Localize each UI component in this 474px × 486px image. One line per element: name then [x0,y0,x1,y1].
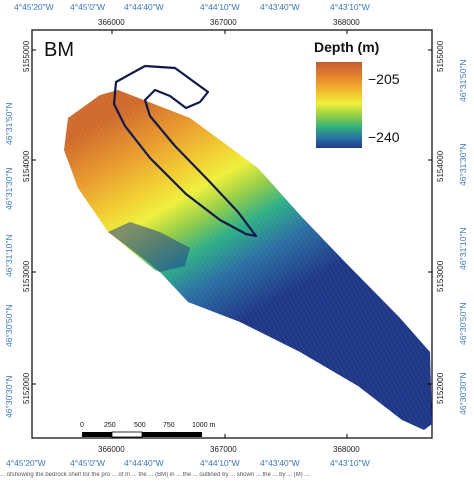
northing-label-right: 5155000 [436,40,445,72]
feature-outline [112,64,258,238]
legend-colorbar [316,62,362,148]
northing-label-right: 5153000 [436,260,445,292]
scale-label: 1000 m [192,422,216,429]
easting-label-top: 368000 [333,18,360,27]
lat-label-left: 46°30'30"N [4,375,14,418]
easting-label-top: 367000 [210,18,237,27]
lon-label-top: 4°45'20"W [14,2,54,12]
scale-label: 0 [80,422,84,429]
lon-label-bottom: 4°44'10"W [200,458,240,468]
panel-label: BM [44,39,74,61]
scale-label: 250 [104,422,116,429]
easting-label-bottom: 368000 [333,445,360,454]
legend-min-label: −240 [368,129,400,145]
northing-label-left: 5155000 [22,40,31,72]
lat-label-right: 46°30'50"N [458,302,468,345]
northing-label-left: 5153000 [22,260,31,292]
legend-title: Depth (m) [314,39,379,55]
lat-label-left: 46°31'30"N [4,167,14,210]
lat-label-left: 46°31'10"N [4,234,14,277]
bathymetry-surface [64,90,432,430]
scale-label: 500 [134,422,146,429]
lon-label-top: 4°43'10"W [330,2,370,12]
lat-label-right: 46°31'30"N [458,143,468,186]
lon-label-bottom: 4°45'0"W [70,458,105,468]
lon-label-top: 4°45'0"W [70,2,105,12]
lat-label-right: 46°30'30"N [458,372,468,415]
lat-label-left: 46°31'50"N [4,102,14,145]
northing-label-left: 5152000 [22,372,31,404]
scale-label: 750 [163,422,175,429]
lon-label-bottom: 4°44'40"W [124,458,164,468]
figure-caption: ... ofshowing the bedrock shelf for the … [0,472,310,478]
lon-label-top: 4°44'10"W [200,2,240,12]
lat-label-right: 46°31'50"N [458,59,468,102]
scale-bar: 0 250 500 750 1000 m [80,422,216,438]
lon-label-top: 4°43'40"W [260,2,300,12]
northing-label-left: 5154000 [22,150,31,182]
northing-label-right: 5154000 [436,150,445,182]
lon-label-bottom: 4°43'10"W [330,458,370,468]
easting-label-bottom: 367000 [210,445,237,454]
lon-label-bottom: 4°43'40"W [260,458,300,468]
easting-label-bottom: 366000 [98,445,125,454]
easting-label-top: 366000 [98,18,125,27]
lat-label-left: 46°30'50"N [4,304,14,347]
legend-max-label: −205 [368,71,400,87]
northing-label-right: 5152000 [436,372,445,404]
lon-label-bottom: 4°45'20"W [6,458,46,468]
lat-label-right: 46°31'10"N [458,227,468,270]
lon-label-top: 4°44'40"W [124,2,164,12]
depth-legend: Depth (m) −205 −240 [314,39,400,148]
